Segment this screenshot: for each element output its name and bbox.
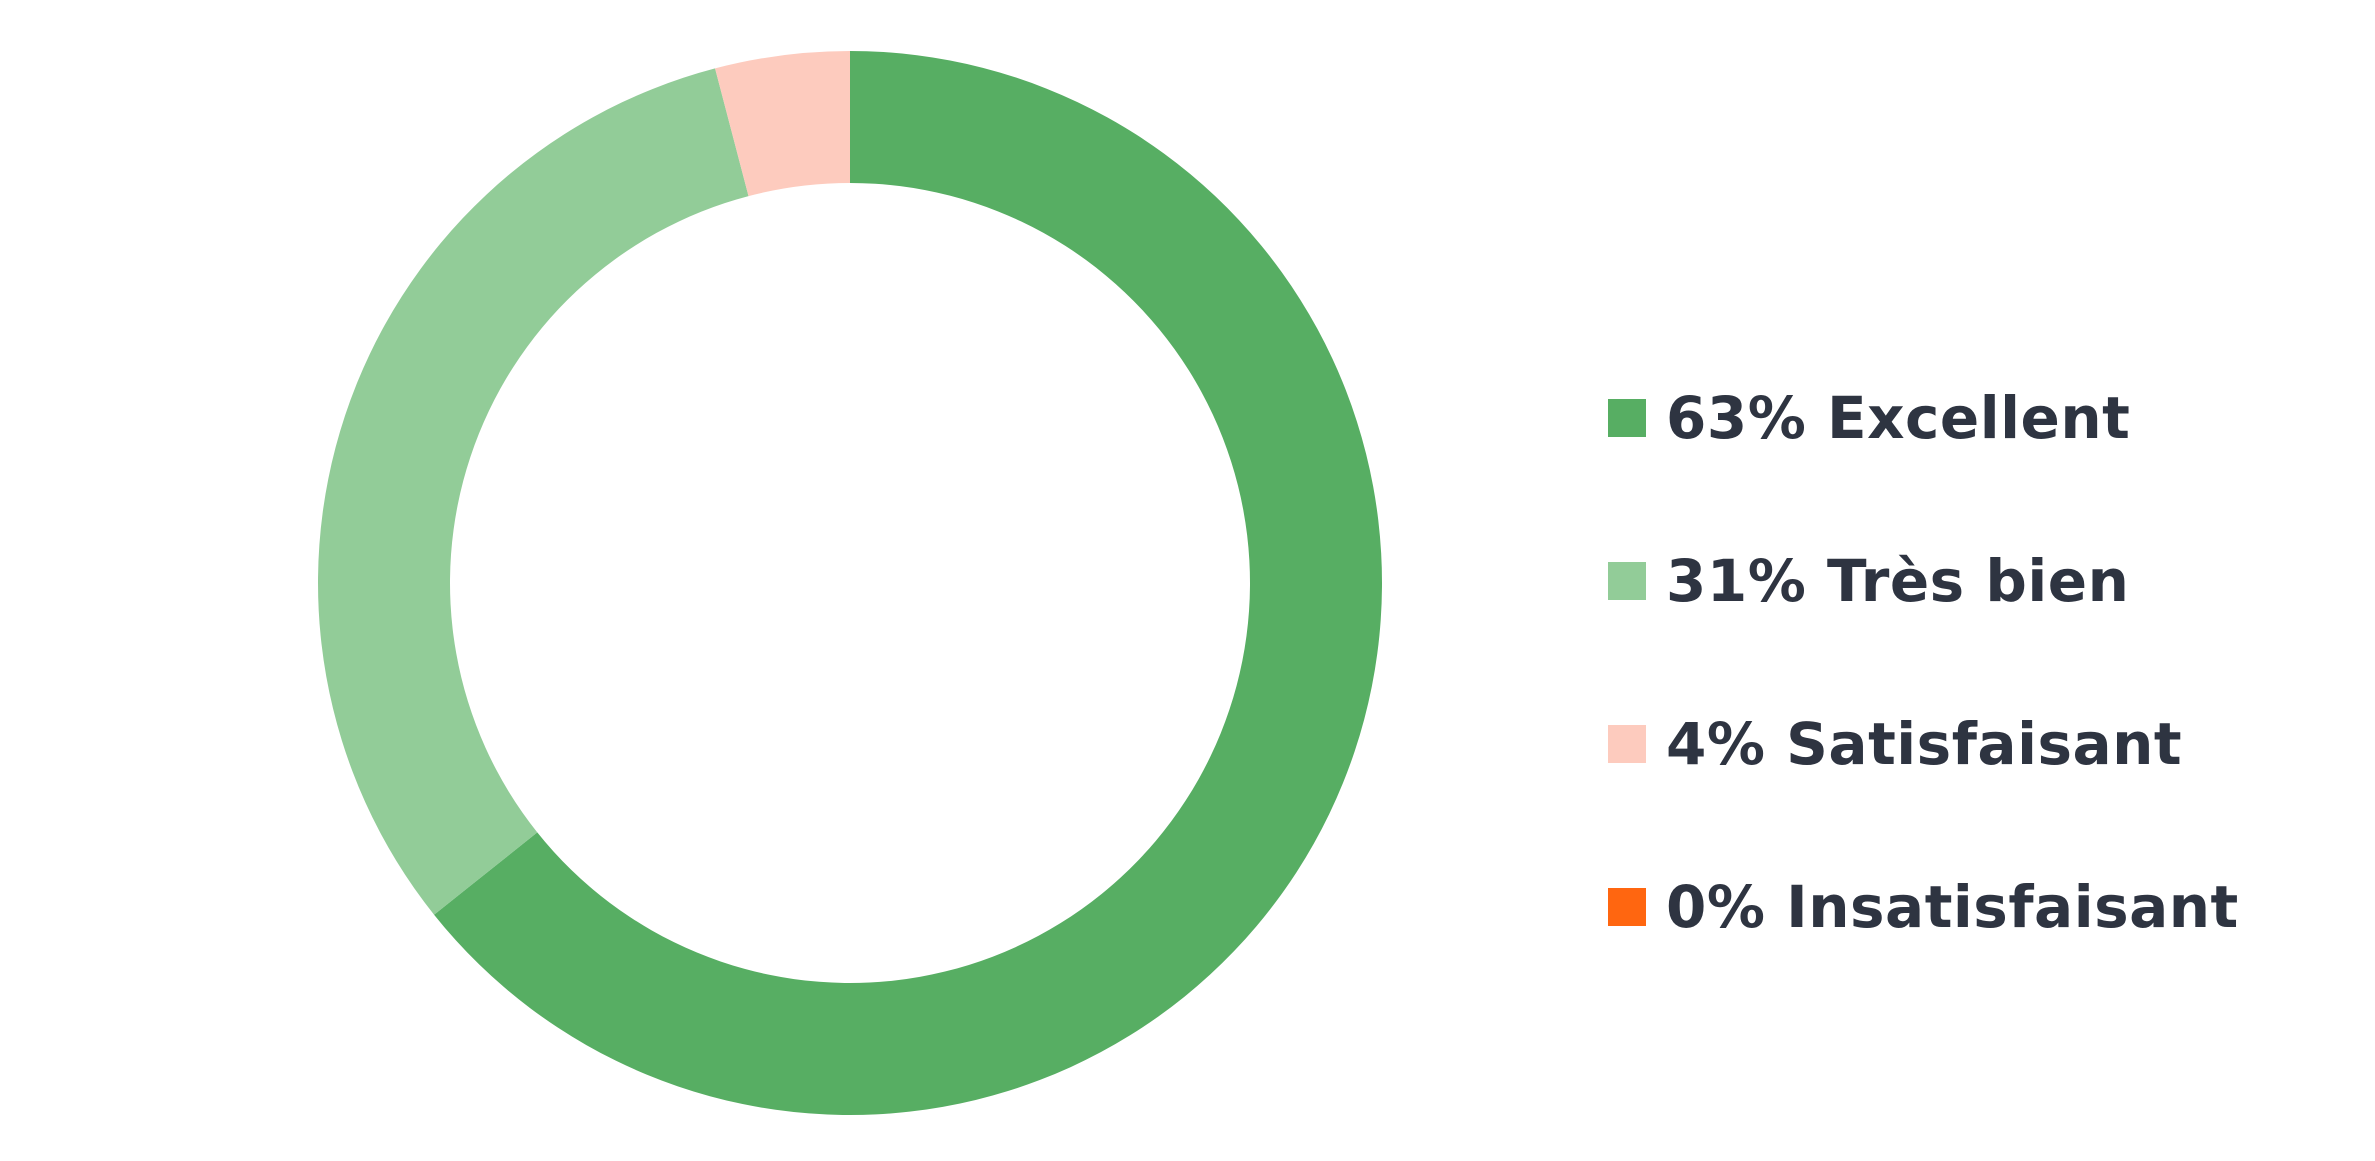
legend-swatch-tres-bien	[1608, 561, 1646, 600]
legend-label-insatisfaisant: 0% Insatisfaisant	[1666, 872, 2239, 941]
donut-slice-satisfaisant	[715, 51, 850, 197]
legend-item-excellent: 63% Excellent	[1608, 336, 2348, 499]
chart-legend: 63% Excellent 31% Très bien 4% Satisfais…	[1608, 336, 2348, 988]
legend-swatch-satisfaisant	[1608, 724, 1646, 763]
donut-slice-tres-bien	[318, 68, 749, 915]
legend-item-insatisfaisant: 0% Insatisfaisant	[1608, 825, 2348, 988]
legend-item-satisfaisant: 4% Satisfaisant	[1608, 662, 2348, 825]
legend-label-excellent: 63% Excellent	[1666, 383, 2131, 452]
donut-slices	[318, 51, 1382, 1115]
legend-label-tres-bien: 31% Très bien	[1666, 546, 2130, 615]
legend-swatch-insatisfaisant	[1608, 887, 1646, 926]
donut-chart	[318, 51, 1382, 1115]
legend-label-satisfaisant: 4% Satisfaisant	[1666, 709, 2183, 778]
legend-swatch-excellent	[1608, 398, 1646, 437]
legend-item-tres-bien: 31% Très bien	[1608, 499, 2348, 662]
